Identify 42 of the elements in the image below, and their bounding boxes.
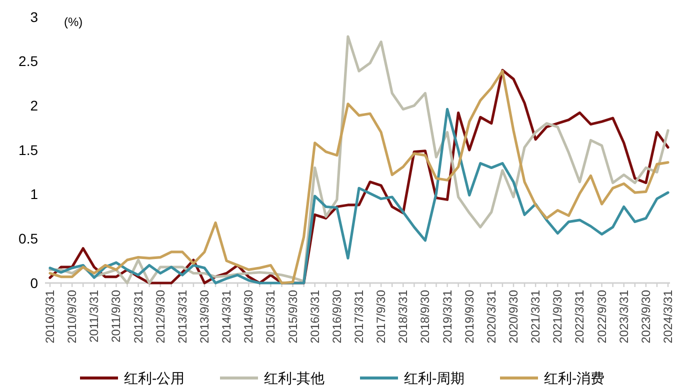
- legend-label: 红利-消费: [544, 370, 605, 386]
- x-tick-label: 2012/9/30: [153, 290, 168, 344]
- x-tick-label: 2022/3/31: [572, 290, 587, 344]
- x-tick-label: 2023/9/30: [638, 290, 653, 344]
- x-tick-label: 2013/9/30: [198, 290, 212, 344]
- y-tick-label: 1: [30, 186, 38, 202]
- x-tick-label: 2013/3/31: [175, 290, 190, 344]
- y-tick-label: 0.5: [18, 230, 38, 247]
- x-tick-label: 2022/9/30: [594, 290, 609, 344]
- y-tick-label: 2.5: [18, 53, 38, 70]
- x-tick-label: 2021/3/31: [528, 290, 543, 344]
- x-tick-label: 2017/3/31: [352, 290, 366, 344]
- x-tick-label: 2019/9/30: [462, 290, 476, 344]
- y-tick-label: 0: [30, 274, 38, 291]
- x-tick-label: 2014/9/30: [242, 290, 256, 344]
- legend-label: 红利-周期: [404, 370, 465, 386]
- x-tick-label: 2024/3/31: [661, 290, 675, 344]
- x-tick-label: 2015/3/31: [264, 290, 278, 344]
- y-tick-label: 1.5: [18, 142, 38, 158]
- x-tick-label: 2018/3/31: [396, 290, 410, 344]
- x-tick-label: 2010/9/30: [65, 290, 80, 344]
- y-tick-label: 3: [30, 8, 38, 25]
- x-tick-label: 2012/3/31: [131, 290, 146, 344]
- line-series: [48, 108, 670, 284]
- x-tick-label: 2016/9/30: [330, 290, 344, 344]
- legend-label: 红利-公用: [124, 370, 185, 386]
- x-tick-label: 2014/3/31: [220, 290, 234, 344]
- x-tick-label: 2019/3/31: [440, 290, 454, 344]
- x-tick-label: 2023/3/31: [616, 290, 631, 344]
- x-tick-label: 2020/3/31: [484, 290, 498, 344]
- legend-label: 红利-其他: [264, 370, 325, 386]
- x-tick-label: 2011/9/30: [109, 290, 124, 342]
- x-tick-label: 2010/3/31: [43, 290, 57, 344]
- y-tick-label: 2: [30, 98, 38, 114]
- x-tick-label: 2021/9/30: [550, 290, 565, 344]
- x-tick-label: 2017/9/30: [374, 290, 388, 344]
- x-tick-label: 2018/9/30: [418, 290, 432, 344]
- x-tick-label: 2011/3/31: [87, 290, 102, 342]
- x-tick-label: 2016/3/31: [308, 290, 322, 344]
- x-tick-label: 2020/9/30: [506, 290, 520, 344]
- y-axis-title: (%): [64, 15, 83, 30]
- x-tick-label: 2015/9/30: [286, 290, 300, 344]
